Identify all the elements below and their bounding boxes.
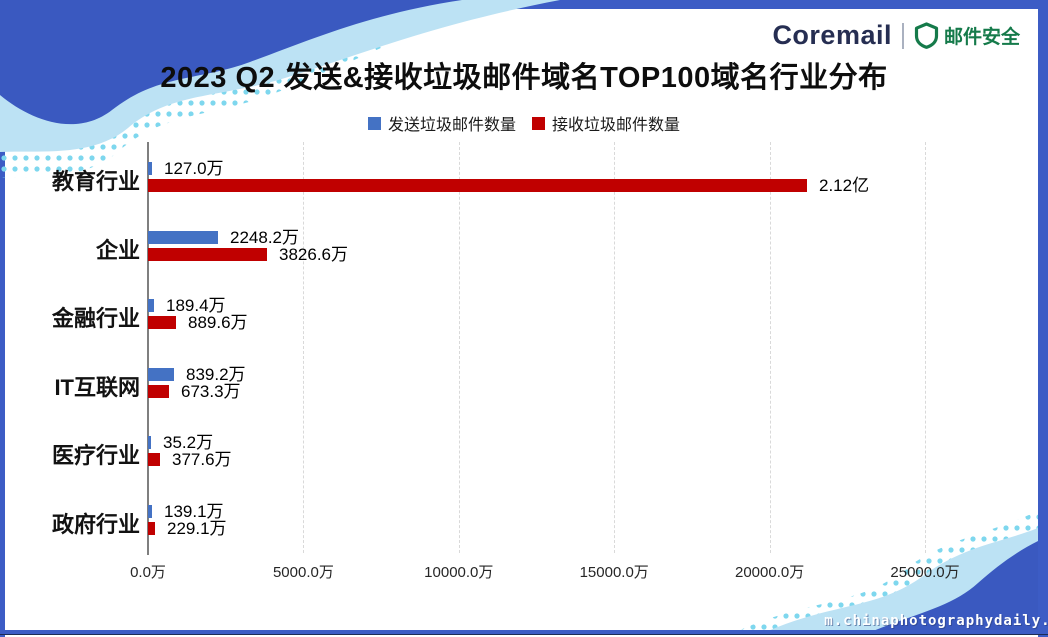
page-title: 2023 Q2 发送&接收垃圾邮件域名TOP100域名行业分布 — [160, 62, 888, 94]
bar-send — [148, 230, 218, 244]
chart-legend: 发送垃圾邮件数量 接收垃圾邮件数量 — [0, 111, 1048, 135]
category-label: IT互联网 — [54, 374, 140, 400]
legend-label: 发送垃圾邮件数量 — [387, 117, 516, 134]
bar-send — [148, 367, 174, 381]
bar-receive — [148, 316, 176, 329]
gridline — [614, 142, 616, 553]
bar-receive — [148, 453, 160, 466]
bar-value-label: 2248.2万 — [230, 227, 299, 247]
bar-send — [148, 299, 154, 312]
x-tick-label: 5000.0万 — [272, 564, 334, 581]
bar-send — [148, 504, 152, 518]
frame-border-bottom — [0, 630, 1048, 634]
bar-receive — [148, 384, 169, 398]
gridline — [458, 142, 460, 553]
gridline — [769, 142, 771, 553]
legend-swatch — [532, 116, 545, 130]
brand-block: Coremail 邮件安全 — [772, 20, 1020, 51]
x-tick-label: 15000.0万 — [579, 564, 649, 581]
category-label: 教育行业 — [51, 169, 140, 194]
category-label: 金融行业 — [51, 306, 140, 331]
legend-item: 发送垃圾邮件数量 — [367, 111, 516, 135]
frame-border-left — [0, 0, 5, 637]
x-tick-label: 20000.0万 — [734, 564, 805, 581]
category-label: 医疗行业 — [51, 443, 140, 468]
bar-value-label: 889.6万 — [188, 313, 248, 332]
legend-swatch — [367, 116, 381, 130]
badge-label: 邮件安全 — [943, 27, 1020, 48]
bar-value-label: 673.3万 — [181, 381, 241, 401]
y-axis-line — [147, 142, 149, 555]
mail-security-badge: 邮件安全 — [914, 22, 1020, 49]
legend-item: 接收垃圾邮件数量 — [532, 111, 680, 135]
bar-value-label: 35.2万 — [163, 433, 214, 452]
x-tick-label: 0.0万 — [130, 564, 166, 581]
bar-value-label: 127.0万 — [164, 159, 224, 178]
shield-icon — [914, 22, 939, 49]
bar-send — [148, 436, 151, 449]
bar-receive — [148, 247, 267, 261]
gridline — [925, 142, 926, 553]
bar-value-label: 189.4万 — [166, 296, 226, 315]
coremail-wordmark: Coremail — [772, 20, 892, 50]
legend-label: 接收垃圾邮件数量 — [552, 117, 681, 134]
brand-separator — [901, 22, 904, 49]
frame-border-right — [1038, 0, 1048, 637]
bar-value-label: 139.1万 — [164, 501, 224, 521]
bar-receive — [148, 179, 807, 192]
bar-receive — [148, 521, 155, 535]
x-tick-label: 10000.0万 — [424, 564, 494, 581]
bar-value-label: 839.2万 — [186, 364, 246, 384]
bar-value-label: 2.12亿 — [819, 176, 870, 195]
bar-value-label: 3826.6万 — [279, 244, 348, 264]
category-label: 企业 — [95, 237, 140, 263]
gridline — [303, 142, 305, 553]
watermark-url: m.chinaphotographydaily.c — [824, 613, 1048, 629]
bar-value-label: 377.6万 — [172, 450, 232, 469]
bar-send — [148, 162, 152, 175]
category-label: 政府行业 — [51, 511, 140, 537]
frame-border-bottom-shadow — [0, 634, 1048, 635]
bar-value-label: 229.1万 — [167, 518, 227, 538]
x-tick-label: 25000.0万 — [890, 564, 960, 581]
